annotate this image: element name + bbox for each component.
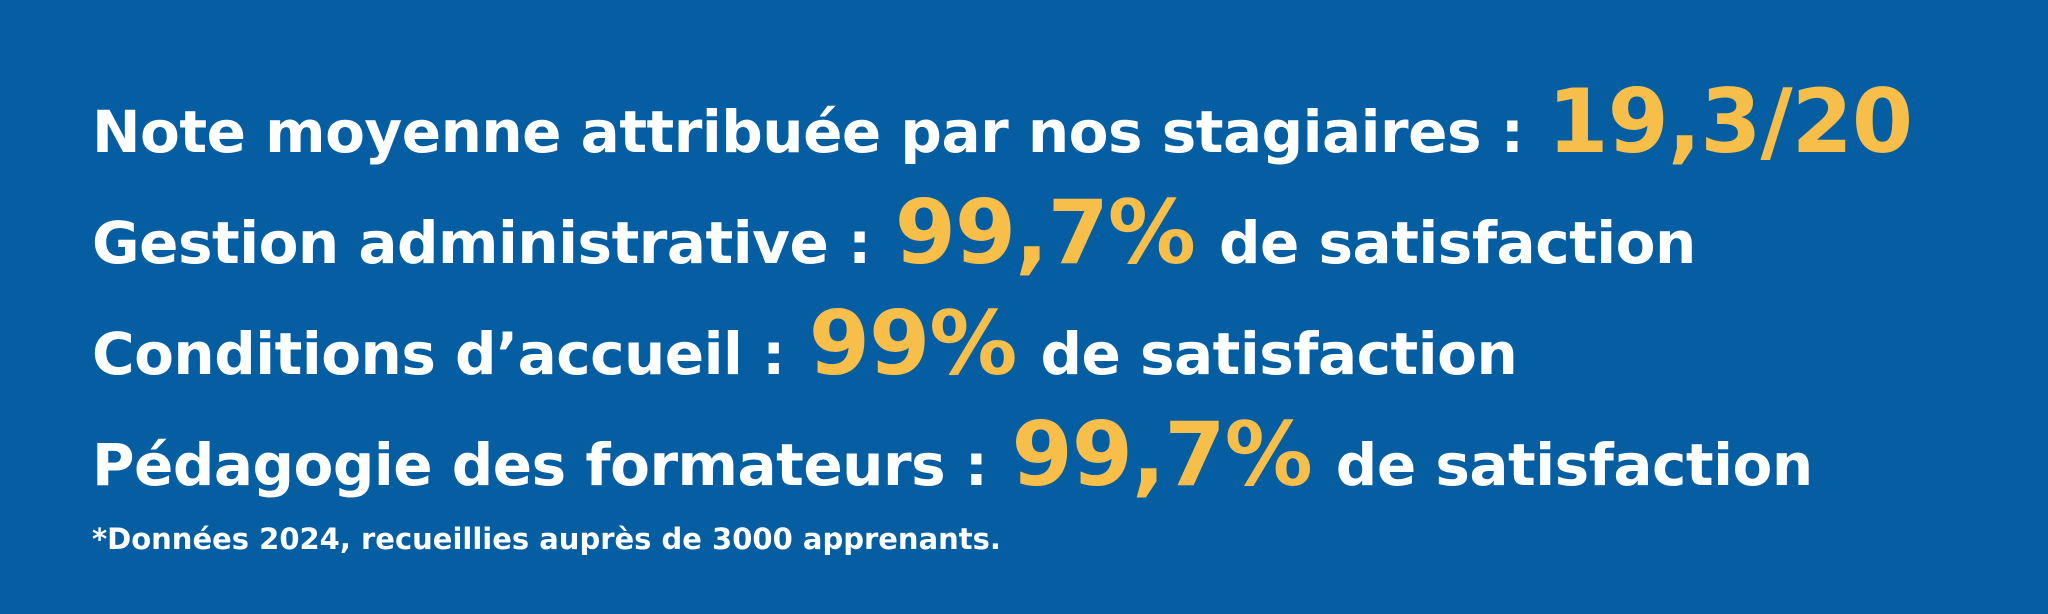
stat-value: 19,3/20 xyxy=(1547,70,1913,173)
stat-label: Conditions d’accueil : xyxy=(92,320,785,388)
stat-reception-conditions: Conditions d’accueil : 99% de satisfaction xyxy=(92,292,1518,395)
stat-suffix: de satisfaction xyxy=(1040,320,1518,388)
stat-value: 99,7% xyxy=(1011,403,1313,506)
stat-label: Gestion administrative : xyxy=(92,209,871,277)
stat-administrative-management: Gestion administrative : 99,7% de satisfac… xyxy=(92,181,1696,284)
footnote: *Données 2024, recueillies auprès de 300… xyxy=(92,522,1001,556)
stat-average-rating: Note moyenne attribuée par nos stagiaire… xyxy=(92,70,1913,173)
stat-value: 99,7% xyxy=(894,181,1196,284)
stat-label: Pédagogie des formateurs : xyxy=(92,431,988,499)
stat-label: Note moyenne attribuée par nos stagiaire… xyxy=(92,98,1524,166)
stat-suffix: de satisfaction xyxy=(1218,209,1696,277)
stat-trainer-pedagogy: Pédagogie des formateurs : 99,7% de satisf… xyxy=(92,403,1813,506)
stat-value: 99% xyxy=(808,292,1018,395)
stat-suffix: de satisfaction xyxy=(1335,431,1813,499)
